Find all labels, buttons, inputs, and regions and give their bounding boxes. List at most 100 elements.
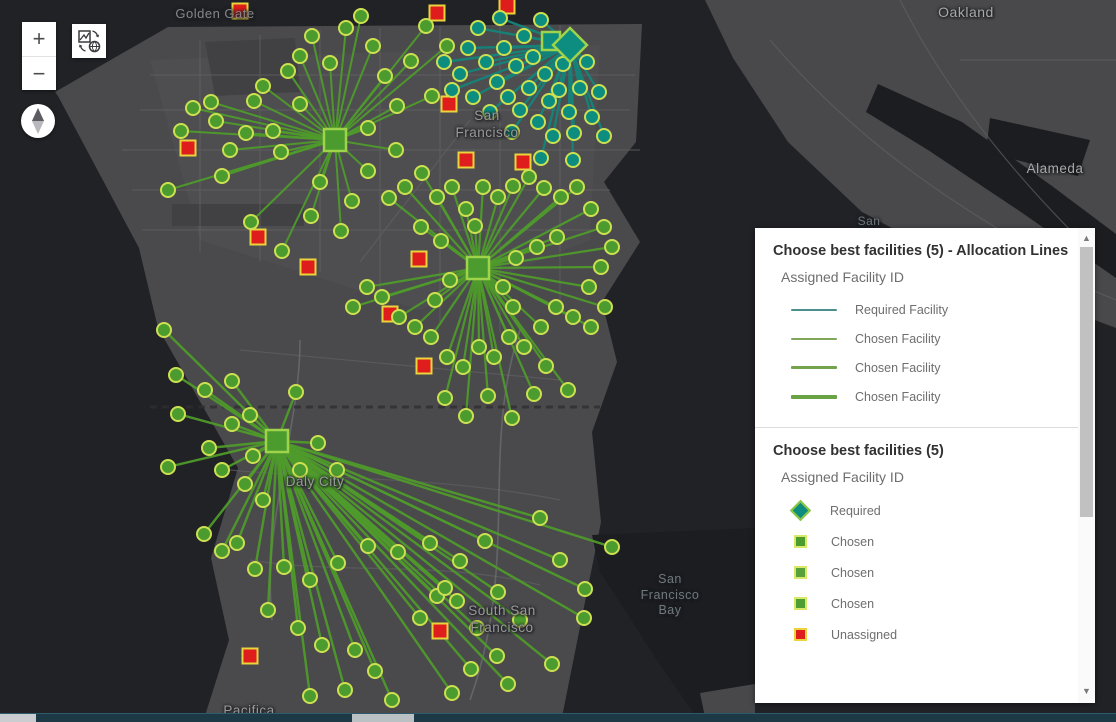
demand-point[interactable] [274,243,290,259]
demand-point[interactable] [489,74,505,90]
demand-point[interactable] [486,349,502,365]
demand-point[interactable] [413,219,429,235]
allocation-line[interactable] [334,27,347,141]
demand-point[interactable] [170,406,186,422]
demand-point[interactable] [439,349,455,365]
demand-point[interactable] [292,48,308,64]
allocation-line[interactable] [329,62,336,141]
allocation-line[interactable] [477,208,592,269]
demand-point[interactable] [436,54,452,70]
demand-point[interactable] [423,329,439,345]
allocation-line[interactable] [275,440,286,568]
hscroll-left-button[interactable] [0,714,36,722]
demand-point[interactable] [533,12,549,28]
demand-point[interactable] [467,218,483,234]
demand-point[interactable] [229,535,245,551]
demand-point[interactable] [265,123,281,139]
allocation-line[interactable] [477,267,557,308]
demand-point[interactable] [530,114,546,130]
zoom-out-button[interactable]: − [22,56,56,90]
demand-point[interactable] [345,299,361,315]
demand-point[interactable] [224,416,240,432]
demand-point[interactable] [390,544,406,560]
demand-point[interactable] [237,476,253,492]
demand-point[interactable] [604,239,620,255]
demand-point[interactable] [160,182,176,198]
allocation-line[interactable] [276,440,509,685]
demand-point[interactable] [577,581,593,597]
allocation-line[interactable] [352,266,479,309]
demand-point[interactable] [545,128,561,144]
allocation-line[interactable] [461,267,480,368]
allocation-line[interactable] [266,440,279,611]
zoom-in-button[interactable]: + [32,26,46,51]
demand-point[interactable] [460,40,476,56]
demand-point[interactable] [584,109,600,125]
allocation-line[interactable] [476,267,514,419]
demand-point[interactable] [302,688,318,704]
demand-point[interactable] [471,339,487,355]
allocation-line[interactable] [477,265,602,270]
allocation-line[interactable] [276,439,561,562]
chosen-facility-2-marker[interactable] [465,255,491,281]
demand-point[interactable] [579,54,595,70]
demand-point[interactable] [333,223,349,239]
unassigned-point[interactable] [241,647,259,665]
demand-point[interactable] [538,358,554,374]
allocation-line[interactable] [220,440,279,552]
demand-point[interactable] [312,174,328,190]
demand-point[interactable] [260,602,276,618]
demand-point[interactable] [463,661,479,677]
demand-point[interactable] [424,88,440,104]
demand-point[interactable] [508,250,524,266]
allocation-line[interactable] [210,101,336,141]
demand-point[interactable] [197,382,213,398]
demand-point[interactable] [521,80,537,96]
demand-point[interactable] [196,526,212,542]
demand-point[interactable] [255,492,271,508]
demand-point[interactable] [470,20,486,36]
demand-point[interactable] [526,386,542,402]
unassigned-point[interactable] [231,2,249,20]
demand-point[interactable] [427,292,443,308]
demand-point[interactable] [604,539,620,555]
demand-point[interactable] [504,124,520,140]
demand-point[interactable] [381,190,397,206]
allocation-line[interactable] [476,267,490,397]
demand-point[interactable] [490,189,506,205]
demand-point[interactable] [292,462,308,478]
demand-point[interactable] [537,66,553,82]
demand-point[interactable] [455,359,471,375]
demand-point[interactable] [384,692,400,708]
demand-point[interactable] [495,279,511,295]
allocation-line[interactable] [250,139,336,223]
hscroll-thumb[interactable] [352,714,414,722]
demand-point[interactable] [365,38,381,54]
demand-point[interactable] [422,535,438,551]
demand-point[interactable] [569,179,585,195]
demand-point[interactable] [458,408,474,424]
demand-point[interactable] [566,125,582,141]
demand-point[interactable] [418,18,434,34]
demand-point[interactable] [565,309,581,325]
demand-point[interactable] [330,555,346,571]
demand-point[interactable] [492,10,508,26]
demand-point[interactable] [302,572,318,588]
allocation-line[interactable] [443,267,480,399]
demand-point[interactable] [389,98,405,114]
demand-point[interactable] [593,259,609,275]
allocation-line[interactable] [299,55,336,141]
demand-point[interactable] [214,462,230,478]
demand-point[interactable] [238,125,254,141]
demand-point[interactable] [338,20,354,36]
demand-point[interactable] [548,299,564,315]
allocation-line[interactable] [276,440,431,544]
allocation-line[interactable] [167,439,278,469]
demand-point[interactable] [532,510,548,526]
allocation-line[interactable] [464,267,480,417]
demand-point[interactable] [452,553,468,569]
demand-point[interactable] [360,163,376,179]
unassigned-point[interactable] [498,0,516,15]
unassigned-point[interactable] [410,250,428,268]
demand-point[interactable] [512,612,528,628]
